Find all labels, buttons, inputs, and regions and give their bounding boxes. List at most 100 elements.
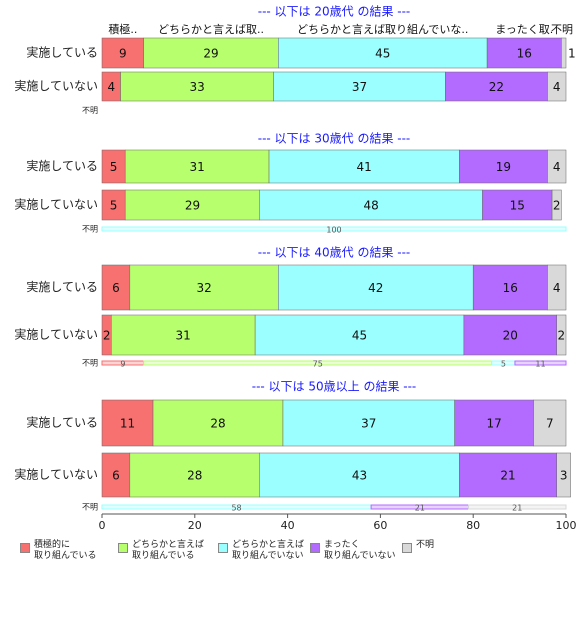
small-value-label: 100 bbox=[326, 226, 341, 235]
bar-segment bbox=[101, 37, 145, 69]
bar-segment bbox=[143, 37, 279, 69]
x-tick-label: 100 bbox=[556, 519, 577, 532]
bar-segment bbox=[273, 71, 446, 102]
small-value-label: 11 bbox=[535, 360, 545, 369]
value-label: 21 bbox=[500, 469, 515, 483]
value-label: 37 bbox=[352, 80, 367, 94]
value-label: 5 bbox=[110, 160, 118, 174]
small-value-label: 9 bbox=[120, 360, 125, 369]
value-label: 5 bbox=[110, 199, 118, 213]
row-label: 不明 bbox=[82, 225, 98, 234]
bar-segment bbox=[463, 314, 557, 356]
bar-segment bbox=[101, 226, 567, 232]
value-label: 11 bbox=[120, 417, 135, 431]
value-label: 43 bbox=[352, 469, 367, 483]
segment-header: どちらかと言えば取り組んでいな.. bbox=[297, 23, 468, 36]
bar-segment bbox=[445, 71, 548, 102]
panel-title: --- 以下は 30歳代 の結果 --- bbox=[258, 132, 411, 146]
x-tick-label: 60 bbox=[373, 519, 387, 532]
segment-header: 積極.. bbox=[108, 22, 137, 36]
value-label: 16 bbox=[517, 47, 532, 61]
bar-segment bbox=[551, 189, 562, 221]
panel-title: --- 以下は 20歳代 の結果 --- bbox=[258, 5, 411, 19]
bar-segment-fill bbox=[491, 361, 515, 365]
row-label: 実施している bbox=[26, 158, 98, 173]
legend-label: どちらかと言えば 取り組んでいない bbox=[232, 540, 305, 561]
value-label: 17 bbox=[486, 417, 501, 431]
value-label: 45 bbox=[375, 47, 390, 61]
bar-segment bbox=[111, 314, 256, 356]
value-label: 4 bbox=[553, 281, 561, 295]
bar-segment bbox=[486, 37, 562, 69]
bar-segment-fill bbox=[468, 505, 566, 509]
value-label: 42 bbox=[368, 281, 383, 295]
value-label: 28 bbox=[210, 417, 225, 431]
legend-label: まったく 取り組んでいない bbox=[324, 540, 396, 561]
bar-segment bbox=[254, 314, 465, 356]
bar-segment bbox=[129, 452, 261, 498]
bar-segment bbox=[547, 264, 567, 311]
row-label: 実施している bbox=[26, 279, 98, 294]
bar-segment bbox=[454, 399, 534, 447]
small-value-label: 21 bbox=[415, 504, 425, 513]
value-label: 6 bbox=[112, 469, 120, 483]
bar-segment-fill bbox=[102, 227, 566, 231]
row-label: 実施していない bbox=[14, 467, 98, 482]
value-label: 29 bbox=[185, 199, 200, 213]
bar-segment bbox=[459, 149, 548, 184]
bar-segment bbox=[468, 504, 567, 510]
bar-segment bbox=[259, 189, 483, 221]
row-label: 実施していない bbox=[14, 327, 98, 342]
value-label: 6 bbox=[112, 281, 120, 295]
x-tick-label: 20 bbox=[188, 519, 202, 532]
value-label: 4 bbox=[553, 160, 561, 174]
value-label: 15 bbox=[510, 199, 525, 213]
value-label: 2 bbox=[103, 329, 111, 343]
row-label: 不明 bbox=[82, 106, 98, 115]
bar-segment-fill bbox=[514, 361, 566, 365]
value-label: 28 bbox=[187, 469, 202, 483]
value-label: 1 bbox=[568, 47, 576, 61]
legend-swatch bbox=[20, 543, 30, 553]
row-label: 実施していない bbox=[14, 78, 98, 93]
value-label: 19 bbox=[496, 160, 511, 174]
small-value-label: 58 bbox=[231, 504, 241, 513]
value-label: 22 bbox=[489, 80, 504, 94]
legend-label: 積極的に 取り組んでいる bbox=[34, 540, 97, 561]
bar-segment bbox=[533, 399, 567, 447]
panel-title: --- 以下は 50歳以上 の結果 --- bbox=[252, 380, 417, 394]
legend-swatch bbox=[118, 543, 128, 553]
bar-segment bbox=[547, 149, 567, 184]
legend-swatch bbox=[402, 543, 412, 553]
bar-segment bbox=[556, 452, 571, 498]
value-label: 31 bbox=[176, 329, 191, 343]
bar-segment-fill bbox=[102, 361, 144, 365]
row-label: 不明 bbox=[82, 359, 98, 368]
bar-segment bbox=[129, 264, 279, 311]
bar-segment bbox=[282, 399, 455, 447]
bar-segment bbox=[124, 189, 261, 221]
legend-label: どちらかと言えば 取り組んでいる bbox=[132, 540, 205, 561]
bar-segment bbox=[124, 149, 270, 184]
bar-segment bbox=[259, 452, 460, 498]
bar-segment bbox=[101, 452, 131, 498]
bar-segment bbox=[101, 399, 154, 447]
bar-segment bbox=[547, 71, 567, 102]
bar-segment bbox=[278, 264, 474, 311]
row-label: 実施している bbox=[26, 45, 98, 60]
x-tick-label: 80 bbox=[466, 519, 480, 532]
value-label: 31 bbox=[189, 160, 204, 174]
value-label: 9 bbox=[119, 47, 127, 61]
segment-header: 不明 bbox=[551, 23, 573, 36]
value-label: 2 bbox=[558, 329, 566, 343]
legend-swatch bbox=[218, 543, 228, 553]
value-label: 7 bbox=[546, 417, 554, 431]
x-tick-label: 40 bbox=[281, 519, 295, 532]
bar-segment bbox=[459, 452, 557, 498]
value-label: 41 bbox=[357, 160, 372, 174]
value-label: 16 bbox=[503, 281, 518, 295]
segment-header: まったく取. bbox=[495, 23, 553, 36]
bar-segment bbox=[556, 314, 567, 356]
x-tick-label: 0 bbox=[99, 519, 106, 532]
